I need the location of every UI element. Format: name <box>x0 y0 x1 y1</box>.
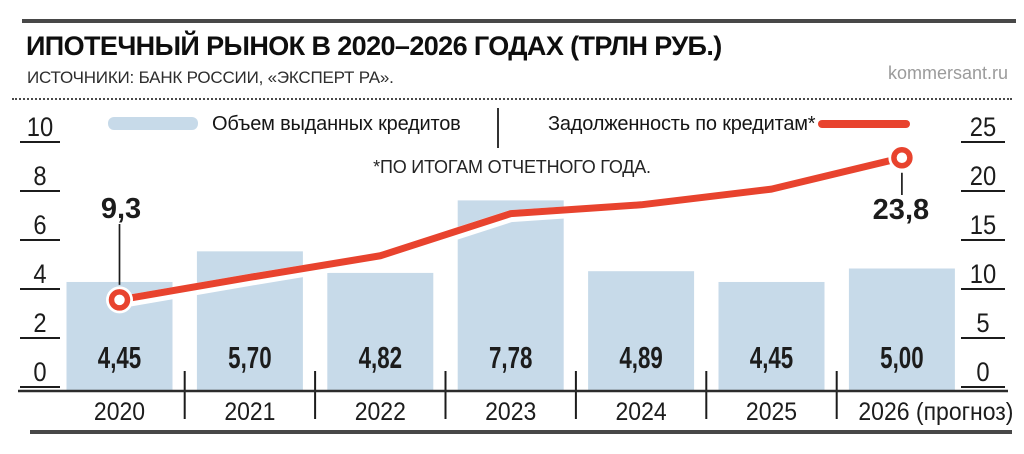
line-legend-swatch <box>818 120 910 128</box>
dotted-divider <box>12 98 1012 100</box>
right-axis-label: 5 <box>976 309 989 339</box>
line-point-label: 9,3 <box>101 193 141 225</box>
line-marker <box>108 289 131 311</box>
year-label: 2026 (прогноз) <box>858 398 1013 426</box>
legend-divider <box>497 108 499 148</box>
footnote: *ПО ИТОГАМ ОТЧЕТНОГО ГОДА. <box>373 157 651 177</box>
year-label: 2021 <box>224 398 275 426</box>
top-rule <box>22 19 1016 23</box>
left-axis-label: 2 <box>33 309 46 339</box>
right-axis-label: 0 <box>976 358 989 388</box>
bottom-rule <box>30 430 1012 434</box>
right-axis-label: 20 <box>970 162 996 192</box>
left-axis-label: 10 <box>27 113 53 143</box>
year-label: 2023 <box>485 398 536 426</box>
right-axis-label: 15 <box>970 211 996 241</box>
left-axis-label: 4 <box>33 260 46 290</box>
line-marker <box>891 147 913 169</box>
year-label: 2022 <box>355 398 406 426</box>
left-axis-label: 0 <box>33 358 46 388</box>
year-label: 2024 <box>616 398 667 426</box>
right-axis-label: 25 <box>970 113 996 143</box>
bar-value-label: 4,89 <box>619 340 662 374</box>
bar-2024 <box>588 271 695 391</box>
year-label: 2025 <box>746 398 797 426</box>
bar-value-label: 5,70 <box>228 340 271 374</box>
line-point-label: 23,8 <box>873 194 929 226</box>
line-series <box>116 154 906 304</box>
bar-2025 <box>718 281 825 391</box>
left-axis-label: 8 <box>33 162 46 192</box>
bar-value-label: 5,00 <box>880 340 923 374</box>
bar-legend-swatch <box>108 117 198 130</box>
bar-value-label: 4,45 <box>750 340 793 374</box>
right-axis-label: 10 <box>970 260 996 290</box>
bar-value-label: 4,45 <box>98 340 141 374</box>
page-title: ИПОТЕЧНЫЙ РЫНОК В 2020–2026 ГОДАХ (ТРЛН … <box>26 31 722 61</box>
sources-caption: ИСТОЧНИКИ: БАНК РОССИИ, «ЭКСПЕРТ РА». <box>27 68 394 87</box>
line-legend-label: Задолженность по кредитам* <box>548 113 816 135</box>
kommersant-watermark: kommersant.ru <box>887 63 1008 83</box>
left-axis-label: 6 <box>33 211 46 241</box>
bar-2026 (прогноз) <box>848 268 955 391</box>
bar-legend-label: Объем выданных кредитов <box>212 113 461 135</box>
bar-2022 <box>327 272 434 391</box>
bar-value-label: 4,82 <box>359 340 402 374</box>
year-label: 2020 <box>94 398 145 426</box>
bar-value-label: 7,78 <box>489 340 532 374</box>
